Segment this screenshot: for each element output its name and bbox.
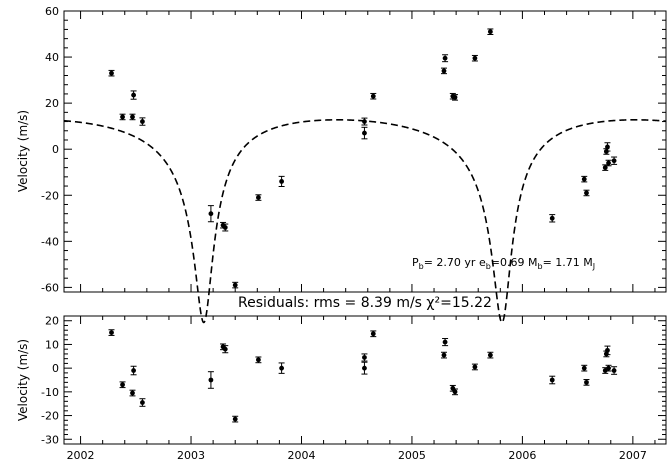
residual-data-points xyxy=(108,329,618,423)
param-mj-subscript: J xyxy=(592,262,595,271)
velocity-point xyxy=(208,211,214,217)
velocity-point xyxy=(606,160,611,166)
velocity-point xyxy=(222,225,228,230)
velocity-ytick-label: -60 xyxy=(41,281,59,294)
residual-point xyxy=(487,352,493,358)
velocity-point xyxy=(549,215,555,221)
velocity-point xyxy=(362,119,367,124)
velocity-point xyxy=(452,94,458,100)
x-tick-label: 2005 xyxy=(398,449,426,462)
x-tick-label: 2006 xyxy=(508,449,536,462)
param-e-value: =0.69 M xyxy=(491,256,538,269)
residuals-panel-frame xyxy=(63,315,667,445)
velocity-ytick-label: -20 xyxy=(41,189,59,202)
residual-point xyxy=(472,364,478,370)
residual-point xyxy=(362,355,367,360)
residual-point xyxy=(442,339,448,345)
velocity-point xyxy=(487,29,493,35)
residual-point xyxy=(232,416,238,422)
velocity-point xyxy=(442,55,448,61)
residual-point xyxy=(441,352,447,358)
velocity-point xyxy=(581,176,587,182)
velocity-point xyxy=(131,92,136,98)
residual-point xyxy=(606,365,611,371)
residual-point xyxy=(130,390,135,396)
param-m-value: = 1.71 M xyxy=(543,256,593,269)
residuals-panel: -30 -20 -10 0 10 20 2002 2003 2004 2005 2006 2007 V… xyxy=(16,315,667,462)
residual-point xyxy=(222,346,228,352)
velocity-point xyxy=(130,114,135,120)
velocity-point xyxy=(441,68,447,74)
residual-ytick-label: -20 xyxy=(41,410,59,423)
param-p-label: P xyxy=(412,256,419,269)
param-m-subscript: b xyxy=(538,262,543,271)
velocity-point xyxy=(370,93,376,99)
velocity-point xyxy=(602,165,608,171)
velocity-ytick-label: 20 xyxy=(45,97,59,110)
velocity-point xyxy=(611,158,617,164)
velocity-point xyxy=(256,195,261,200)
residual-ytick-label: -30 xyxy=(41,433,59,446)
residual-point xyxy=(362,365,367,371)
velocity-point xyxy=(279,179,285,184)
residual-point xyxy=(131,368,136,373)
residual-ytick-label: 20 xyxy=(45,315,59,328)
x-tick-label: 2002 xyxy=(67,449,95,462)
residual-point xyxy=(549,377,555,383)
residual-point xyxy=(140,400,145,405)
x-tick-label: 2004 xyxy=(287,449,315,462)
residuals-y-axis-label: Velocity (m/s) xyxy=(16,339,30,421)
velocity-point xyxy=(472,55,478,61)
residual-point xyxy=(602,368,608,373)
velocity-point xyxy=(605,144,610,150)
residual-point xyxy=(256,357,261,363)
residual-point xyxy=(581,365,587,371)
residual-ytick-label: -10 xyxy=(41,386,59,399)
velocity-point xyxy=(362,130,367,136)
velocity-axes: -60 -40 -20 0 20 40 60 xyxy=(41,5,666,294)
velocity-panel-frame xyxy=(63,10,667,293)
residual-point xyxy=(279,365,285,371)
param-p-value: = 2.70 yr e xyxy=(424,256,486,269)
velocity-ytick-label: 0 xyxy=(52,143,59,156)
x-tick-label: 2003 xyxy=(177,449,205,462)
orbit-parameters-annotation: Pb= 2.70 yr eb=0.69 Mb= 1.71 MJ xyxy=(412,256,595,271)
residual-point xyxy=(370,331,376,337)
residuals-title: Residuals: rms = 8.39 m/s χ²=15.22 xyxy=(238,295,492,311)
residual-point xyxy=(120,382,125,388)
velocity-y-axis-label: Velocity (m/s) xyxy=(16,110,30,192)
residual-ytick-label: 10 xyxy=(45,338,59,351)
velocity-point xyxy=(232,282,238,288)
residual-point xyxy=(584,379,589,385)
residual-point xyxy=(611,368,617,373)
velocity-point xyxy=(584,190,589,196)
velocity-ytick-label: -40 xyxy=(41,235,59,248)
velocity-point xyxy=(140,119,145,124)
velocity-ytick-label: 40 xyxy=(45,51,59,64)
param-p-subscript: b xyxy=(419,262,424,271)
residual-point xyxy=(605,347,610,353)
residuals-axes: -30 -20 -10 0 10 20 2002 2003 2004 2005 2006 2007 xyxy=(41,315,666,462)
residual-point xyxy=(452,389,458,395)
residual-point xyxy=(208,377,214,383)
residual-point xyxy=(109,330,114,335)
velocity-point xyxy=(120,114,125,120)
velocity-point xyxy=(109,70,114,76)
velocity-data-points xyxy=(108,28,618,289)
x-tick-label: 2007 xyxy=(619,449,647,462)
residual-ytick-label: 0 xyxy=(52,362,59,375)
velocity-ytick-label: 60 xyxy=(45,5,59,18)
param-e-subscript: b xyxy=(486,262,491,271)
